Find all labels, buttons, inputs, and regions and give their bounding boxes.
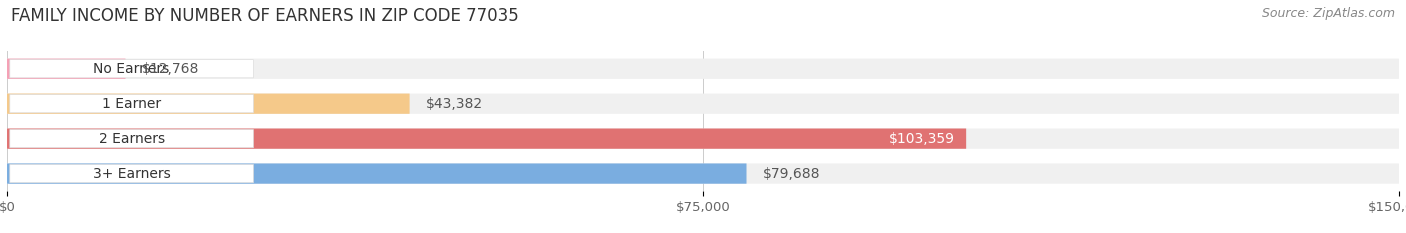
FancyBboxPatch shape [7, 59, 125, 79]
FancyBboxPatch shape [7, 59, 1399, 79]
Text: $79,688: $79,688 [763, 167, 821, 181]
FancyBboxPatch shape [7, 164, 747, 184]
Text: Source: ZipAtlas.com: Source: ZipAtlas.com [1261, 7, 1395, 20]
FancyBboxPatch shape [7, 164, 1399, 184]
FancyBboxPatch shape [10, 164, 253, 183]
Text: $12,768: $12,768 [142, 62, 200, 76]
Text: 3+ Earners: 3+ Earners [93, 167, 170, 181]
Text: $103,359: $103,359 [889, 132, 955, 146]
FancyBboxPatch shape [10, 130, 253, 148]
Text: 2 Earners: 2 Earners [98, 132, 165, 146]
FancyBboxPatch shape [7, 129, 966, 149]
Text: 1 Earner: 1 Earner [103, 97, 162, 111]
FancyBboxPatch shape [7, 93, 409, 114]
FancyBboxPatch shape [7, 129, 1399, 149]
Text: $43,382: $43,382 [426, 97, 484, 111]
Text: No Earners: No Earners [93, 62, 170, 76]
FancyBboxPatch shape [10, 95, 253, 113]
FancyBboxPatch shape [7, 93, 1399, 114]
FancyBboxPatch shape [10, 60, 253, 78]
Text: FAMILY INCOME BY NUMBER OF EARNERS IN ZIP CODE 77035: FAMILY INCOME BY NUMBER OF EARNERS IN ZI… [11, 7, 519, 25]
